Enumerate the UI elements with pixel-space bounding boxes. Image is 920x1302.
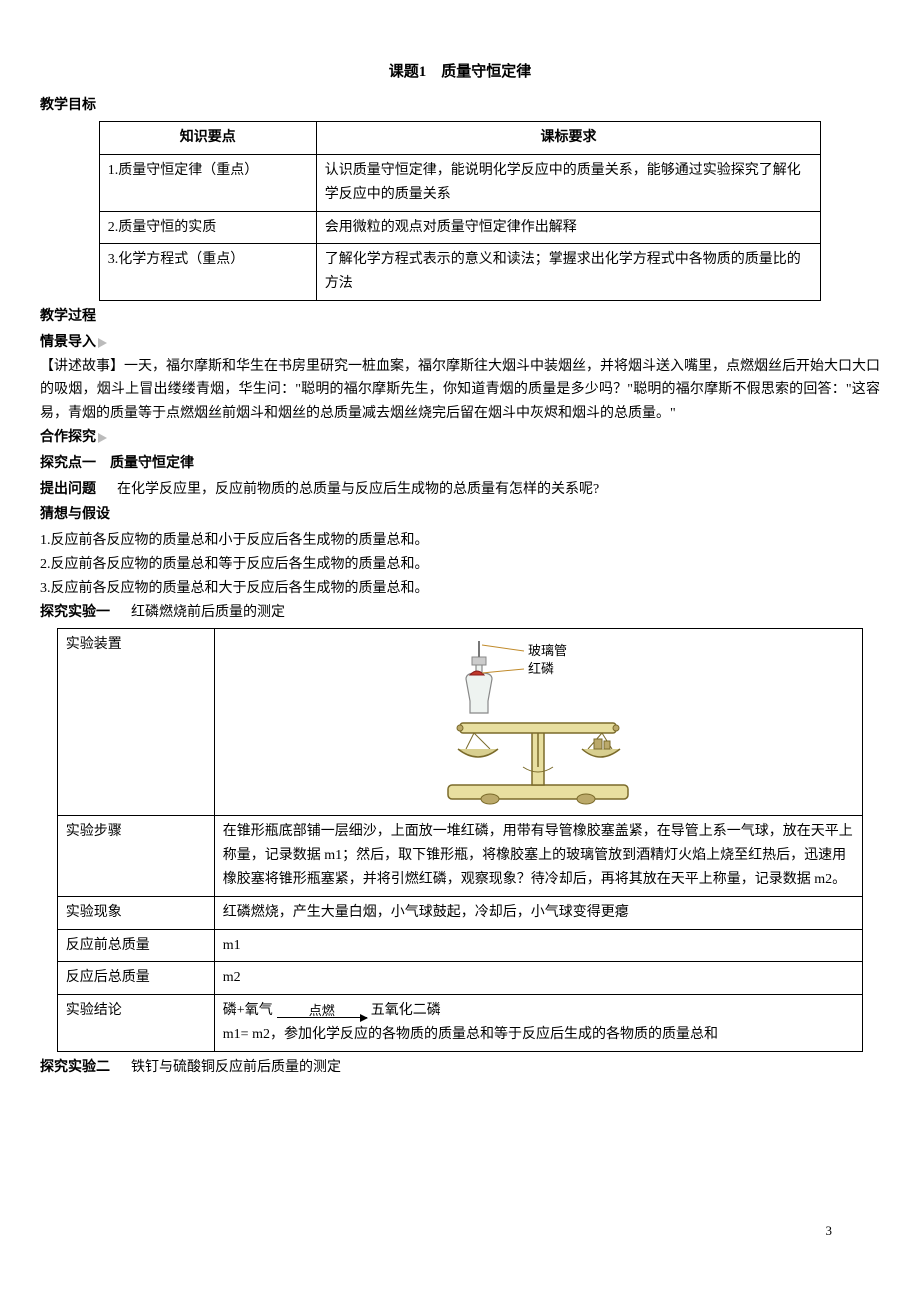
objectives-table: 知识要点 课标要求 1.质量守恒定律（重点） 认识质量守恒定律，能说明化学反应中… (99, 121, 821, 301)
table-row: 实验步骤 在锥形瓶底部铺一层细沙，上面放一堆红磷，用带有导管橡胶塞盖紧，在导管上… (57, 816, 862, 896)
raise-question-text: 在化学反应里，反应前物质的总质量与反应后生成物的总质量有怎样的关系呢? (117, 482, 599, 497)
coop-inquiry-label: 合作探究 (40, 430, 96, 445)
hypothesis-item: 1.反应前各反应物的质量总和小于反应后各生成物的质量总和。 (40, 529, 880, 553)
page-number: 3 (826, 1220, 833, 1242)
section-coop-inquiry: 合作探究 (40, 426, 880, 450)
obj-cell: 会用微粒的观点对质量守恒定律作出解释 (316, 211, 820, 244)
reaction-left: 磷+氧气 (223, 999, 273, 1023)
balance-device-diagram: 玻璃管 红磷 (428, 637, 648, 807)
exp-steps-text: 在锥形瓶底部铺一层细沙，上面放一堆红磷，用带有导管橡胶塞盖紧，在导管上系一气球，… (214, 816, 862, 896)
exp2-label: 探究实验二 (40, 1060, 110, 1075)
obj-cell: 了解化学方程式表示的意义和读法；掌握求出化学方程式中各物质的质量比的方法 (316, 244, 820, 301)
story-paragraph: 【讲述故事】一天，福尔摩斯和华生在书房里研究一桩血案，福尔摩斯往大烟斗中装烟丝，… (40, 355, 880, 426)
obj-cell: 2.质量守恒的实质 (99, 211, 316, 244)
reaction-arrow-icon: 点燃 (277, 1004, 367, 1018)
reaction-condition: 点燃 (277, 1004, 367, 1017)
hypothesis-label: 猜想与假设 (40, 503, 880, 527)
exp-steps-label: 实验步骤 (57, 816, 214, 896)
table-row: 反应前总质量 m1 (57, 929, 862, 962)
exp-mass-after-value: m2 (214, 962, 862, 995)
exp-conclusion-text: m1= m2，参加化学反应的各物质的质量总和等于反应后生成的各物质的质量总和 (223, 1023, 854, 1047)
table-row: 实验装置 (57, 629, 862, 816)
diagram-label-tube: 玻璃管 (528, 643, 567, 658)
exp-conclusion-cell: 磷+氧气 点燃 五氧化二磷 m1= m2，参加化学反应的各物质的质量总和等于反应… (214, 995, 862, 1052)
exp1-title: 红磷燃烧前后质量的测定 (131, 605, 285, 620)
table-row: 反应后总质量 m2 (57, 962, 862, 995)
exp2-title: 铁钉与硫酸铜反应前后质量的测定 (131, 1060, 341, 1075)
hypothesis-item: 3.反应前各反应物的质量总和大于反应后各生成物的质量总和。 (40, 577, 880, 601)
section-teaching-goal: 教学目标 (40, 94, 880, 118)
reaction-equation: 磷+氧气 点燃 五氧化二磷 (223, 999, 441, 1023)
exp-mass-before-label: 反应前总质量 (57, 929, 214, 962)
exp-mass-before-value: m1 (214, 929, 862, 962)
exp-phenomenon-label: 实验现象 (57, 896, 214, 929)
raise-question-line: 提出问题 在化学反应里，反应前物质的总质量与反应后生成物的总质量有怎样的关系呢? (40, 478, 880, 502)
table-row: 2.质量守恒的实质 会用微粒的观点对质量守恒定律作出解释 (99, 211, 820, 244)
table-row: 实验结论 磷+氧气 点燃 五氧化二磷 m1= m2，参加化学反应的各物质的质量总… (57, 995, 862, 1052)
section-teaching-process: 教学过程 (40, 305, 880, 329)
raise-question-label: 提出问题 (40, 482, 96, 497)
scene-intro-label: 情景导入 (40, 335, 96, 350)
exp2-heading: 探究实验二 铁钉与硫酸铜反应前后质量的测定 (40, 1056, 880, 1080)
experiment1-table: 实验装置 (57, 628, 863, 1051)
page-title: 课题1 质量守恒定律 (40, 60, 880, 86)
table-row: 3.化学方程式（重点） 了解化学方程式表示的意义和读法；掌握求出化学方程式中各物… (99, 244, 820, 301)
exp-device-label: 实验装置 (57, 629, 214, 816)
exp-conclusion-label: 实验结论 (57, 995, 214, 1052)
story-text: 一天，福尔摩斯和华生在书房里研究一桩血案，福尔摩斯往大烟斗中装烟丝，并将烟斗送入… (40, 359, 880, 422)
arrow-icon (98, 338, 107, 348)
reaction-right: 五氧化二磷 (371, 999, 441, 1023)
exp-phenomenon-text: 红磷燃烧，产生大量白烟，小气球鼓起，冷却后，小气球变得更瘪 (214, 896, 862, 929)
obj-cell: 认识质量守恒定律，能说明化学反应中的质量关系，能够通过实验探究了解化学反应中的质… (316, 155, 820, 212)
inquiry-point-1: 探究点一 质量守恒定律 (40, 452, 880, 476)
hypothesis-item: 2.反应前各反应物的质量总和等于反应后各生成物的质量总和。 (40, 553, 880, 577)
obj-cell: 1.质量守恒定律（重点） (99, 155, 316, 212)
section-scene-intro: 情景导入 (40, 331, 880, 355)
exp1-label: 探究实验一 (40, 605, 110, 620)
arrow-icon (98, 433, 107, 443)
objectives-col-1: 课标要求 (316, 122, 820, 155)
table-row: 实验现象 红磷燃烧，产生大量白烟，小气球鼓起，冷却后，小气球变得更瘪 (57, 896, 862, 929)
table-row: 1.质量守恒定律（重点） 认识质量守恒定律，能说明化学反应中的质量关系，能够通过… (99, 155, 820, 212)
diagram-label-phosphorus: 红磷 (528, 661, 554, 676)
story-label: 【讲述故事】 (40, 359, 124, 374)
objectives-col-0: 知识要点 (99, 122, 316, 155)
exp1-heading: 探究实验一 红磷燃烧前后质量的测定 (40, 601, 880, 625)
exp-device-cell: 玻璃管 红磷 (214, 629, 862, 816)
obj-cell: 3.化学方程式（重点） (99, 244, 316, 301)
exp-mass-after-label: 反应后总质量 (57, 962, 214, 995)
